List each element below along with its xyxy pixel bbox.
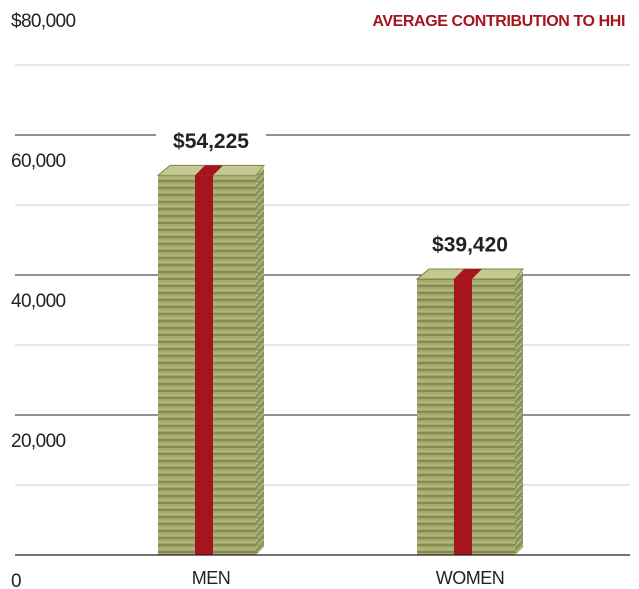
y-tick-label: 0	[11, 571, 21, 589]
value-label: $54,225	[173, 130, 249, 153]
bar-band	[195, 175, 213, 556]
value-label-bg	[415, 232, 525, 261]
x-tick-label: WOMEN	[436, 568, 505, 588]
bar-band-top	[195, 165, 223, 176]
y-tick-label: 20,000	[11, 431, 66, 452]
bar-band	[454, 279, 472, 555]
y-tick-label: $80,000	[11, 11, 76, 32]
value-label-bg	[156, 128, 266, 157]
y-tick-label: 60,000	[11, 151, 66, 172]
x-tick-label: MEN	[192, 568, 231, 588]
y-tick-label: 40,000	[11, 291, 66, 312]
bar-side	[256, 167, 264, 556]
bar-band-top	[454, 269, 482, 280]
bar-side	[515, 271, 523, 555]
chart-title: AVERAGE CONTRIBUTION TO HHI	[372, 13, 625, 30]
value-label: $39,420	[432, 234, 508, 257]
